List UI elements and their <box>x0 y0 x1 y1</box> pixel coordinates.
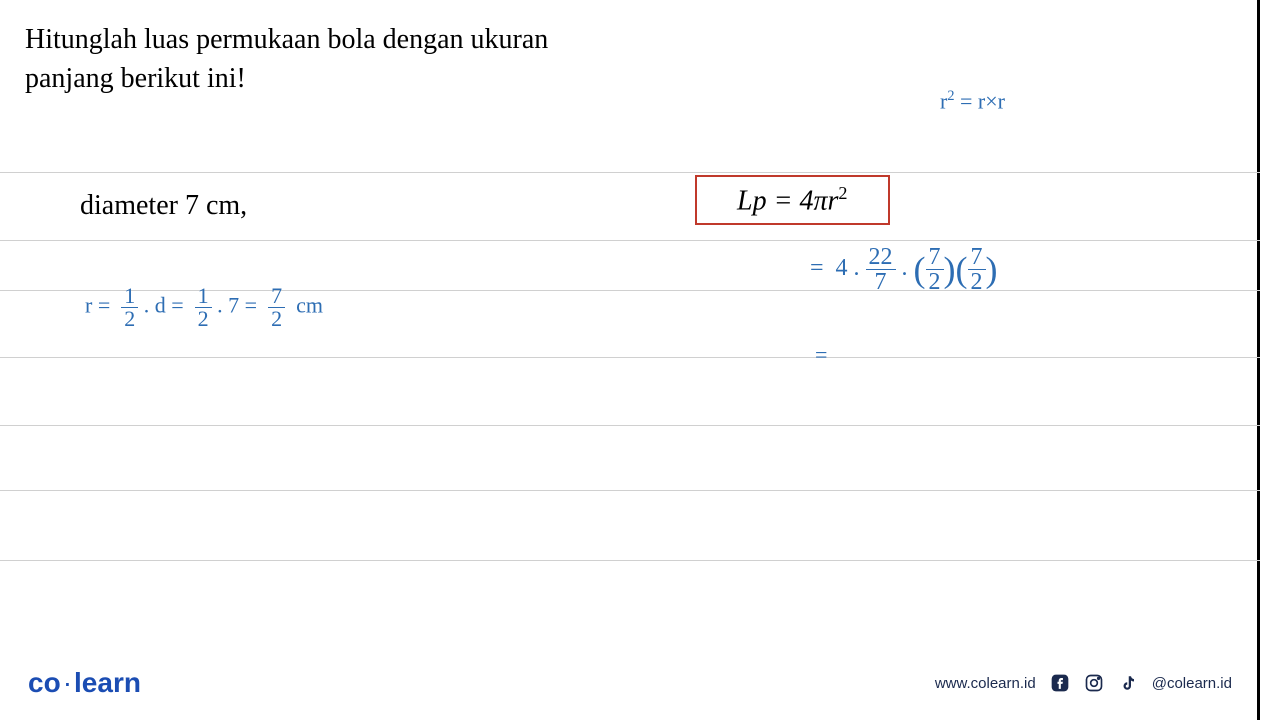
frac-den: 2 <box>268 308 285 330</box>
paren-open: ( <box>956 250 968 290</box>
footer-handle: @colearn.id <box>1152 675 1232 692</box>
rule-line <box>0 490 1260 491</box>
frac-num: 7 <box>926 245 944 270</box>
formula-coeff: 4π <box>799 185 827 216</box>
frac-num: 1 <box>121 285 138 308</box>
formula-exp: 2 <box>838 183 847 203</box>
problem-title: Hitunglah luas permukaan bola dengan uku… <box>25 20 625 98</box>
frac-7-2: 72 <box>268 285 285 330</box>
logo-learn: learn <box>74 667 141 698</box>
rule-line <box>0 240 1260 241</box>
frac-num: 1 <box>195 285 212 308</box>
frac-den: 2 <box>121 308 138 330</box>
frac-num: 7 <box>968 245 986 270</box>
formula-box: Lp = 4πr2 <box>695 175 890 225</box>
dot-d: . d = <box>144 293 184 318</box>
frac-half2: 12 <box>195 285 212 330</box>
hand-note-r-squared: r2 = r×r <box>940 88 1005 114</box>
frac-den: 2 <box>195 308 212 330</box>
footer: co·learn www.colearn.id @colearn.id <box>0 658 1260 708</box>
page-container: Hitunglah luas permukaan bola dengan uku… <box>0 0 1260 720</box>
calc1-dot1: . <box>854 255 860 281</box>
formula-lhs: Lp <box>737 185 767 216</box>
dot-7: . 7 = <box>217 293 257 318</box>
given-text: diameter 7 cm, <box>80 190 247 222</box>
rule-line <box>0 425 1260 426</box>
frac-22-7: 227 <box>866 245 896 294</box>
paren-close: ) <box>986 250 998 290</box>
frac-7-2b: 72 <box>968 245 986 294</box>
frac-num: 22 <box>866 245 896 270</box>
rule-line <box>0 560 1260 561</box>
rule-line <box>0 357 1260 358</box>
hand-calc-step2-eq: = <box>815 342 827 368</box>
hand-radius-calc: r = 12 . d = 12 . 7 = 72 cm <box>85 285 323 330</box>
frac-half1: 12 <box>121 285 138 330</box>
paren-close: ) <box>944 250 956 290</box>
r2-exp: 2 <box>947 88 954 104</box>
logo-co: co <box>28 667 61 698</box>
footer-right: www.colearn.id @colearn.id <box>935 673 1232 693</box>
hand-calc-step1: = 4 . 227 . (72)(72) <box>810 245 998 294</box>
logo-dot: · <box>61 667 74 698</box>
frac-den: 2 <box>926 270 944 294</box>
frac-num: 7 <box>268 285 285 308</box>
r-eq: r = <box>85 293 110 318</box>
tiktok-icon <box>1118 673 1138 693</box>
brand-logo: co·learn <box>28 667 141 699</box>
frac-den: 2 <box>968 270 986 294</box>
frac-den: 7 <box>866 270 896 294</box>
calc1-four: 4 <box>836 255 848 281</box>
frac-7-2a: 72 <box>926 245 944 294</box>
r2-rhs: = r×r <box>960 88 1005 113</box>
rule-line <box>0 172 1260 173</box>
paren-open: ( <box>914 250 926 290</box>
instagram-icon <box>1084 673 1104 693</box>
footer-url: www.colearn.id <box>935 675 1036 692</box>
calc1-eq: = <box>810 255 824 281</box>
facebook-icon <box>1050 673 1070 693</box>
unit: cm <box>296 293 323 318</box>
calc1-dot2: . <box>902 255 908 281</box>
formula-eq: = <box>767 185 800 216</box>
formula-base: r <box>828 185 839 216</box>
